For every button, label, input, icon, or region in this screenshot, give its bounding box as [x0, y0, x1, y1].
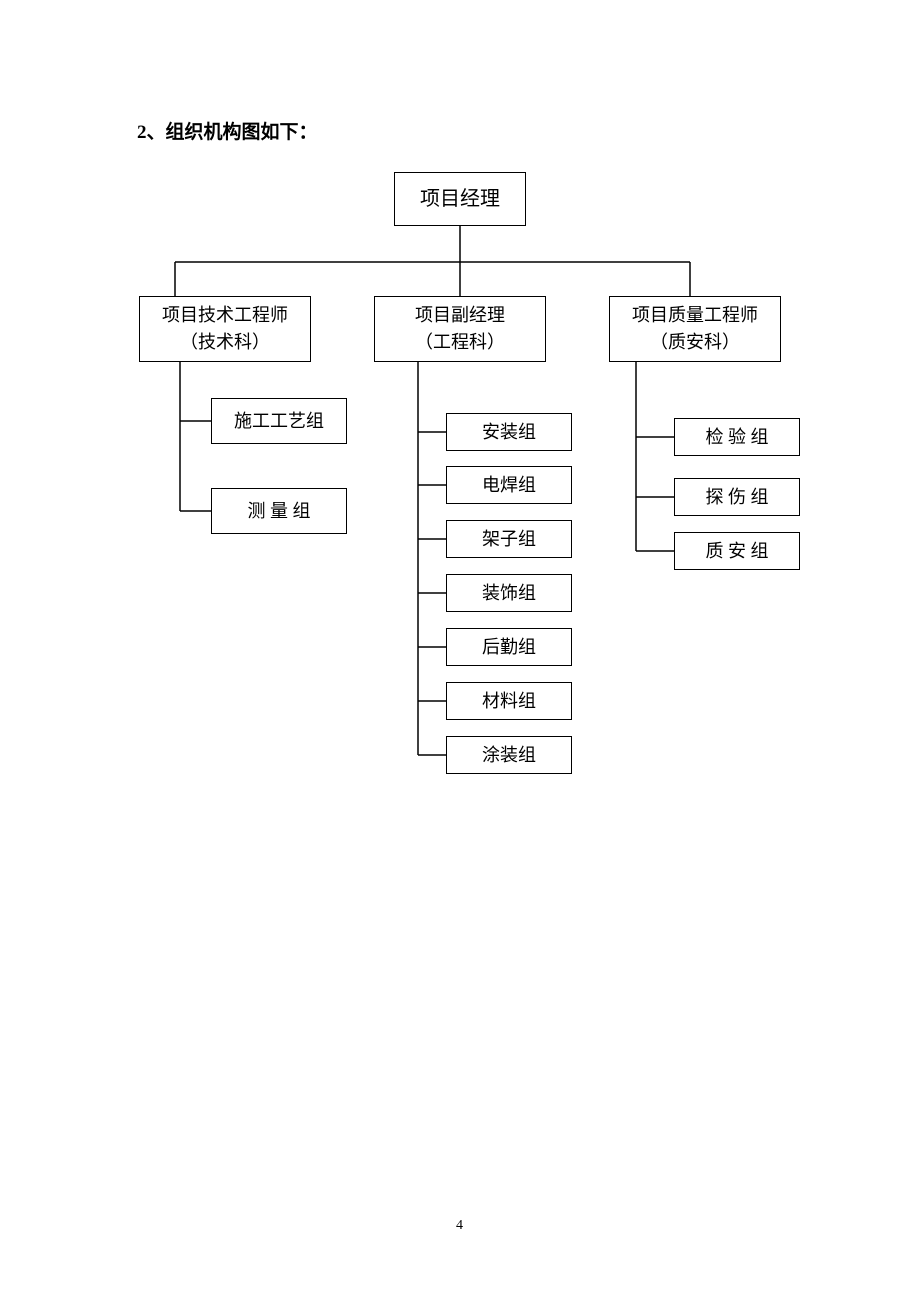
node-leaf: 质 安 组 — [674, 532, 800, 570]
node-leaf: 电焊组 — [446, 466, 572, 504]
node-leaf: 材料组 — [446, 682, 572, 720]
node-quality-dept: 项目质量工程师 （质安科） — [609, 296, 781, 362]
node-sublabel: （技术科） — [180, 329, 270, 356]
node-label: 施工工艺组 — [234, 408, 324, 435]
node-label: 项目经理 — [420, 184, 500, 214]
node-leaf: 施工工艺组 — [211, 398, 347, 444]
node-label: 电焊组 — [482, 472, 536, 499]
node-leaf: 架子组 — [446, 520, 572, 558]
node-leaf: 测 量 组 — [211, 488, 347, 534]
node-label: 架子组 — [482, 526, 536, 553]
node-label: 涂装组 — [482, 742, 536, 769]
node-root: 项目经理 — [394, 172, 526, 226]
node-sublabel: （质安科） — [650, 329, 740, 356]
node-label: 装饰组 — [482, 580, 536, 607]
node-label: 探 伤 组 — [706, 484, 769, 511]
node-leaf: 后勤组 — [446, 628, 572, 666]
page: 2、组织机构图如下： 项目经理 项目技术工程师 （技术科） 项目副经理 （工程科… — [0, 0, 920, 1302]
node-deputy-dept: 项目副经理 （工程科） — [374, 296, 546, 362]
node-sublabel: （工程科） — [415, 329, 505, 356]
page-number: 4 — [456, 1218, 463, 1234]
node-leaf: 涂装组 — [446, 736, 572, 774]
node-label: 项目副经理 — [415, 302, 505, 329]
node-label: 项目质量工程师 — [632, 302, 758, 329]
node-label: 后勤组 — [482, 634, 536, 661]
node-label: 检 验 组 — [706, 424, 769, 451]
node-leaf: 装饰组 — [446, 574, 572, 612]
node-leaf: 检 验 组 — [674, 418, 800, 456]
node-label: 项目技术工程师 — [162, 302, 288, 329]
section-heading: 2、组织机构图如下： — [137, 117, 318, 144]
node-leaf: 安装组 — [446, 413, 572, 451]
node-tech-dept: 项目技术工程师 （技术科） — [139, 296, 311, 362]
node-label: 安装组 — [482, 419, 536, 446]
node-leaf: 探 伤 组 — [674, 478, 800, 516]
node-label: 测 量 组 — [248, 498, 311, 525]
node-label: 质 安 组 — [706, 538, 769, 565]
node-label: 材料组 — [482, 688, 536, 715]
